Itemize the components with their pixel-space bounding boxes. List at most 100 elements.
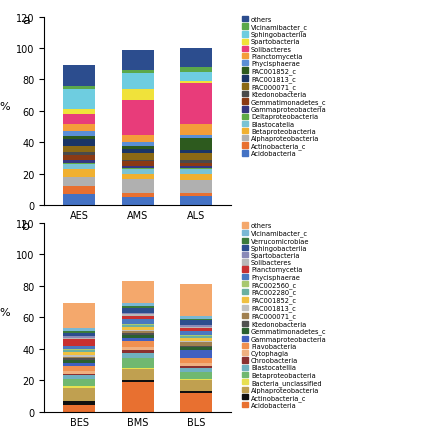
Bar — [122, 146, 154, 149]
Bar — [180, 316, 212, 319]
Bar — [63, 178, 95, 187]
Bar — [63, 140, 95, 146]
Bar — [180, 135, 212, 138]
Bar — [63, 352, 95, 355]
Bar — [122, 353, 154, 358]
Bar — [63, 346, 95, 349]
Bar — [180, 196, 212, 206]
Y-axis label: %: % — [0, 102, 10, 112]
Bar — [180, 124, 212, 135]
Bar — [180, 154, 212, 160]
Bar — [122, 338, 154, 341]
Bar — [122, 330, 154, 332]
Bar — [122, 71, 154, 74]
Bar — [180, 380, 212, 391]
Bar — [63, 366, 95, 371]
Bar — [180, 170, 212, 174]
Bar — [180, 336, 212, 338]
Bar — [63, 338, 95, 339]
Bar — [122, 347, 154, 350]
Bar — [63, 152, 95, 155]
Bar — [122, 149, 154, 154]
Bar — [122, 304, 154, 307]
Bar — [63, 388, 95, 401]
Bar — [63, 349, 95, 350]
Bar — [63, 357, 95, 358]
Bar — [63, 304, 95, 328]
Bar — [180, 366, 212, 368]
Bar — [122, 50, 154, 71]
Bar — [63, 339, 95, 346]
Bar — [63, 371, 95, 374]
Bar — [63, 328, 95, 332]
Bar — [180, 174, 212, 181]
Bar — [122, 160, 154, 162]
Bar — [122, 358, 154, 368]
Y-axis label: %: % — [0, 307, 10, 318]
Bar — [122, 135, 154, 143]
Bar — [63, 165, 95, 170]
Bar — [122, 174, 154, 179]
Bar — [63, 387, 95, 388]
Bar — [180, 285, 212, 316]
Bar — [122, 380, 154, 382]
Bar — [63, 379, 95, 387]
Bar — [63, 160, 95, 163]
Bar — [180, 363, 212, 366]
Bar — [180, 325, 212, 327]
Bar — [180, 391, 212, 393]
Bar — [63, 87, 95, 90]
Bar — [180, 350, 212, 358]
Bar — [180, 346, 212, 347]
Bar — [63, 66, 95, 87]
Bar — [63, 137, 95, 140]
Bar — [63, 124, 95, 132]
Bar — [63, 363, 95, 366]
Bar — [122, 168, 154, 170]
Bar — [180, 341, 212, 343]
Bar — [122, 369, 154, 380]
Bar — [63, 350, 95, 352]
Bar — [180, 138, 212, 151]
Bar — [180, 72, 212, 82]
Bar — [122, 332, 154, 333]
Bar — [180, 335, 212, 336]
Bar — [122, 341, 154, 347]
Bar — [180, 83, 212, 124]
Text: a: a — [22, 14, 30, 27]
Bar — [180, 49, 212, 68]
Bar — [63, 115, 95, 124]
Bar — [122, 350, 154, 353]
Bar — [180, 321, 212, 325]
Bar — [122, 162, 154, 166]
Bar — [180, 166, 212, 168]
Bar — [180, 68, 212, 72]
Bar — [122, 282, 154, 304]
Bar — [180, 332, 212, 335]
Bar — [180, 193, 212, 196]
Bar — [122, 382, 154, 412]
Bar — [122, 101, 154, 135]
Bar — [180, 163, 212, 166]
Bar — [180, 368, 212, 372]
Bar — [63, 155, 95, 160]
Bar — [122, 324, 154, 325]
Bar — [122, 335, 154, 338]
Bar — [180, 82, 212, 83]
Bar — [63, 332, 95, 333]
Bar — [122, 313, 154, 314]
Bar — [180, 160, 212, 163]
Bar — [180, 358, 212, 363]
Bar — [180, 338, 212, 341]
Bar — [122, 198, 154, 206]
Bar — [122, 314, 154, 316]
Bar — [63, 406, 95, 412]
Bar — [180, 319, 212, 321]
Bar — [122, 368, 154, 369]
Bar — [63, 187, 95, 195]
Bar — [122, 179, 154, 193]
Bar — [180, 181, 212, 193]
Bar — [63, 146, 95, 152]
Bar — [180, 327, 212, 328]
Bar — [122, 308, 154, 313]
